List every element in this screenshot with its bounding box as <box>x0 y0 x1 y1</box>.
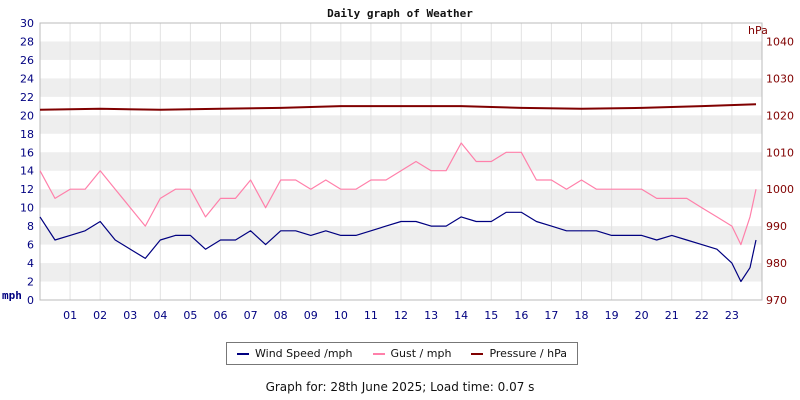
right-axis-unit-label: hPa <box>748 24 768 37</box>
series-line-wind-speed <box>39 211 757 283</box>
x-axis-tick-label: 23 <box>725 309 739 322</box>
x-axis-tick-label: 22 <box>695 309 709 322</box>
left-axis-tick-label: 12 <box>20 183 34 196</box>
right-axis-tick-label: 990 <box>766 220 787 233</box>
x-axis-tick-label: 12 <box>394 309 408 322</box>
x-axis-tick-label: 15 <box>484 309 498 322</box>
right-axis-tick-label: 980 <box>766 257 787 270</box>
chart-legend: Wind Speed /mph Gust / mph Pressure / hP… <box>226 342 578 365</box>
x-axis-tick-label: 02 <box>93 309 107 322</box>
left-axis-tick-label: 26 <box>20 54 34 67</box>
x-axis-tick-label: 21 <box>665 309 679 322</box>
legend-label-pressure: Pressure / hPa <box>489 347 567 360</box>
left-axis-tick-label: 24 <box>20 72 34 85</box>
x-axis-tick-label: 05 <box>183 309 197 322</box>
left-axis-tick-label: 20 <box>20 109 34 122</box>
left-axis-tick-label: 6 <box>27 239 34 252</box>
right-axis-tick-label: 1020 <box>766 109 794 122</box>
x-axis-tick-label: 13 <box>424 309 438 322</box>
legend-swatch-pressure <box>471 352 484 355</box>
x-axis-tick-label: 01 <box>63 309 77 322</box>
x-axis-tick-label: 20 <box>635 309 649 322</box>
left-axis-tick-label: 22 <box>20 91 34 104</box>
legend-item-pressure: Pressure / hPa <box>471 347 567 360</box>
right-axis-tick-label: 1030 <box>766 72 794 85</box>
x-axis-tick-label: 08 <box>274 309 288 322</box>
left-axis-tick-label: 8 <box>27 220 34 233</box>
left-axis-tick-label: 0 <box>27 294 34 307</box>
series-line-gust <box>39 142 757 246</box>
x-axis-tick-label: 14 <box>454 309 468 322</box>
right-axis-tick-label: 1000 <box>766 183 794 196</box>
legend-swatch-wind <box>237 352 249 355</box>
right-axis-tick-label: 1040 <box>766 35 794 48</box>
right-axis-tick-label: 970 <box>766 294 787 307</box>
footer-text: Graph for: 28th June 2025; Load time: 0.… <box>265 380 535 394</box>
left-axis-tick-label: 18 <box>20 128 34 141</box>
grid-bands <box>39 22 763 301</box>
left-axis-unit-label: mph <box>2 289 22 302</box>
series-line-pressure <box>39 103 757 111</box>
x-axis-tick-label: 18 <box>575 309 589 322</box>
left-axis-tick-label: 28 <box>20 35 34 48</box>
x-axis-tick-label: 04 <box>153 309 167 322</box>
x-axis-tick-label: 11 <box>364 309 378 322</box>
legend-item-gust: Gust / mph <box>372 347 452 360</box>
left-axis-tick-label: 4 <box>27 257 34 270</box>
plot-frame <box>39 22 763 301</box>
x-axis-tick-label: 17 <box>544 309 558 322</box>
chart-title: Daily graph of Weather <box>327 7 473 20</box>
left-axis-tick-label: 30 <box>20 17 34 30</box>
x-axis-tick-label: 16 <box>514 309 528 322</box>
left-axis-tick-label: 16 <box>20 146 34 159</box>
legend-item-wind: Wind Speed /mph <box>237 347 353 360</box>
axes: 0246810121416182022242628309709809901000… <box>20 17 794 322</box>
left-axis-tick-label: 14 <box>20 165 34 178</box>
right-axis-tick-label: 1010 <box>766 146 794 159</box>
series-group <box>39 103 757 283</box>
legend-label-wind: Wind Speed /mph <box>255 347 353 360</box>
x-axis-tick-label: 09 <box>304 309 318 322</box>
left-axis-tick-label: 2 <box>27 276 34 289</box>
left-axis-tick-label: 10 <box>20 202 34 215</box>
x-axis-tick-label: 19 <box>605 309 619 322</box>
legend-label-gust: Gust / mph <box>390 347 452 360</box>
x-axis-tick-label: 07 <box>244 309 258 322</box>
x-axis-tick-label: 10 <box>334 309 348 322</box>
legend-swatch-gust <box>372 352 385 355</box>
x-axis-tick-label: 06 <box>214 309 228 322</box>
x-axis-tick-label: 03 <box>123 309 137 322</box>
